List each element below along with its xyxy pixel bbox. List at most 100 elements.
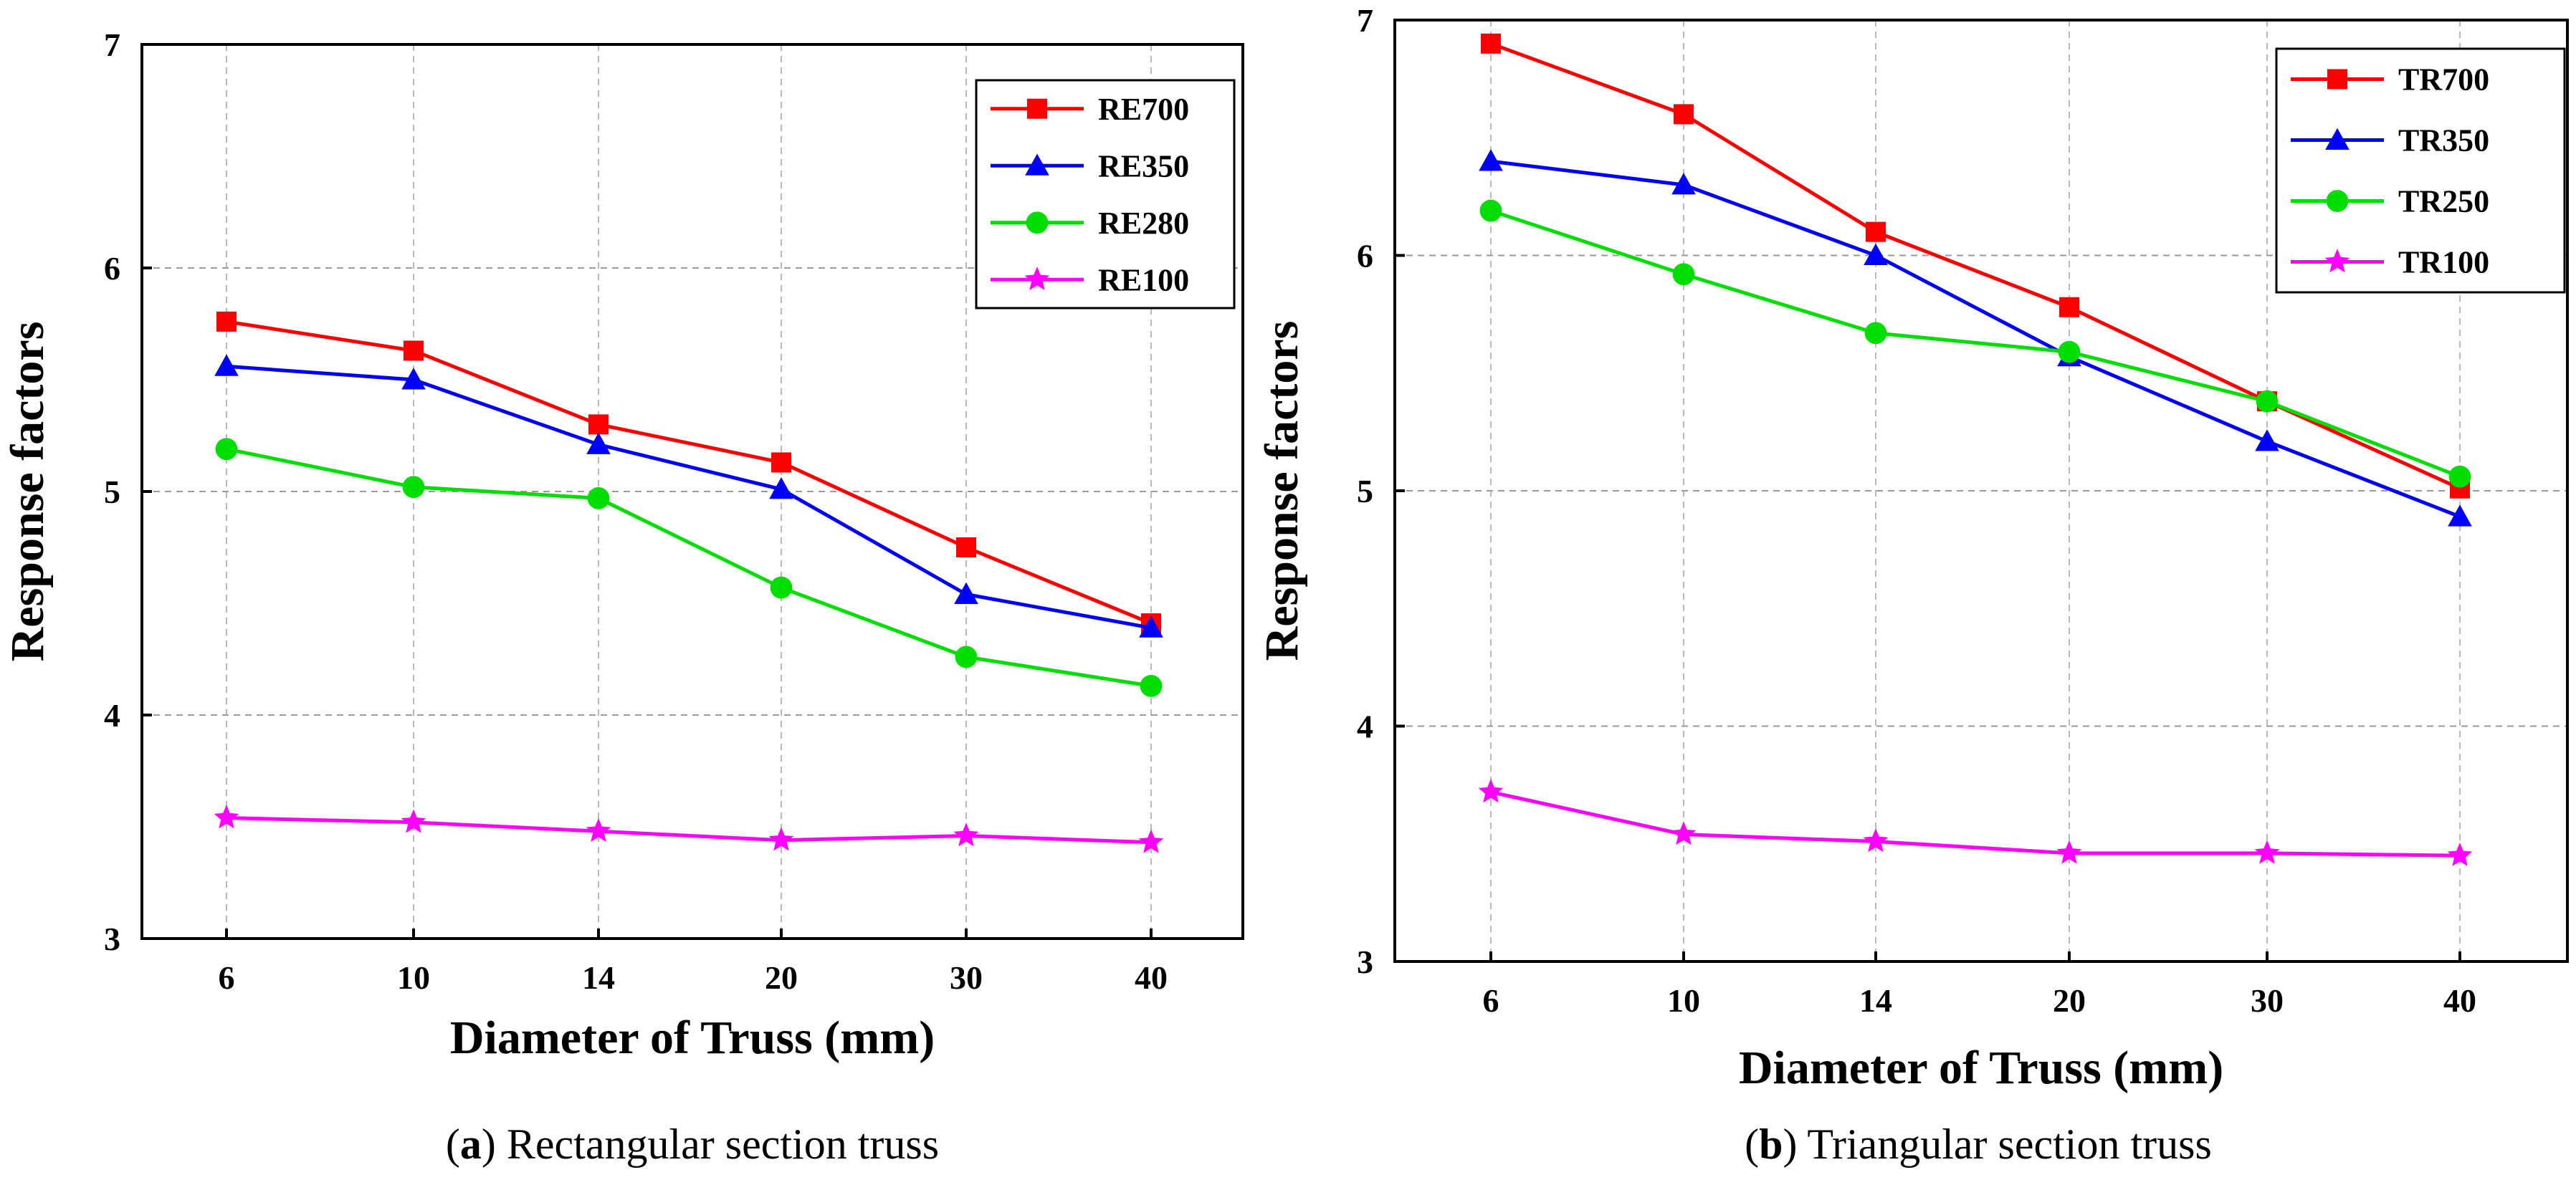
data-point [215, 438, 238, 461]
data-point [2254, 840, 2280, 864]
caption-paren-open: ( [446, 1121, 460, 1168]
gridlines [1395, 20, 2567, 961]
data-point [768, 827, 794, 851]
data-point [954, 582, 978, 604]
legend-marker [1026, 211, 1049, 234]
data-point [2255, 429, 2279, 451]
y-tick-label: 4 [104, 697, 120, 734]
figure-caption: (b) Triangular section truss [1745, 1121, 2212, 1168]
data-point [2058, 340, 2081, 363]
data-point [771, 452, 791, 473]
legend-marker [2325, 128, 2350, 150]
series-re700 [216, 311, 1161, 634]
series-line [1490, 790, 2461, 858]
series-re350 [214, 354, 1163, 638]
caption-letter: a [460, 1121, 482, 1168]
data-point [401, 809, 426, 833]
x-tick-label: 10 [397, 959, 430, 996]
x-tick-label: 40 [2443, 982, 2476, 1019]
data-point [401, 368, 426, 390]
x-tick-label: 20 [765, 959, 798, 996]
series-line [226, 816, 1152, 845]
data-point [1864, 243, 1888, 265]
data-point [2056, 840, 2082, 864]
series-line [226, 364, 1152, 630]
legend-marker [1025, 153, 1049, 176]
data-point [955, 646, 978, 668]
chart-b: 3 4 5 6 7 6 10 14 20 30 40 Diameter of Truss (mm) Re… [1256, 2, 2569, 1168]
data-point [1674, 104, 1694, 125]
legend-box [2275, 47, 2566, 294]
legend-label: TR250 [2398, 184, 2489, 219]
figure-caption: (a) Rectangular section truss [446, 1121, 939, 1168]
legend: RE700 RE350 RE280 RE100 [975, 79, 1236, 310]
data-point [1863, 828, 1889, 853]
data-point [956, 537, 976, 557]
data-point [586, 432, 611, 454]
series-line [226, 447, 1152, 688]
caption-letter: b [1759, 1121, 1783, 1168]
legend-label: RE100 [1098, 262, 1189, 297]
data-point [2448, 465, 2471, 488]
series-re280 [215, 438, 1163, 697]
series-line [1490, 159, 2461, 519]
legend-label: RE700 [1098, 92, 1189, 127]
y-tick-label: 4 [1357, 709, 1373, 745]
legend-label: RE350 [1098, 148, 1189, 183]
series-line [1490, 42, 2461, 490]
x-tick-label: 14 [1859, 982, 1892, 1019]
y-tick-label: 3 [104, 921, 120, 957]
legend-marker [1024, 267, 1050, 290]
data-point [214, 354, 239, 376]
series-line [226, 320, 1152, 625]
data-point [2448, 504, 2472, 527]
legend: TR700 TR350 TR250 TR100 [2275, 47, 2566, 294]
caption-paren-open: ( [1745, 1121, 1759, 1168]
caption-text: Triangular section truss [1798, 1121, 2212, 1168]
x-axis-label: Diameter of Truss (mm) [450, 1012, 935, 1064]
data-point [587, 486, 610, 509]
data-point [402, 476, 425, 499]
data-point [769, 477, 793, 499]
data-point [1478, 779, 1504, 803]
data-point [2256, 390, 2279, 413]
series-tr250 [1479, 199, 2471, 488]
data-point [1671, 173, 1696, 195]
data-point [770, 576, 793, 599]
data-point [1479, 199, 1502, 222]
legend-label: TR350 [2398, 123, 2489, 158]
caption-text: Rectangular section truss [496, 1121, 939, 1168]
legend-marker [1027, 98, 1047, 119]
legend-label: TR100 [2398, 245, 2489, 280]
x-tick-label: 40 [1135, 959, 1168, 996]
x-tick-label: 14 [582, 959, 615, 996]
data-point [2447, 843, 2473, 866]
x-axis-label: Diameter of Truss (mm) [1739, 1042, 2223, 1094]
y-tick-label: 6 [104, 250, 120, 287]
x-tick-label: 10 [1667, 982, 1700, 1019]
y-tick-label: 5 [1357, 473, 1373, 509]
x-tick-label: 6 [219, 959, 235, 996]
data-point [586, 818, 611, 842]
data-point [1481, 33, 1501, 54]
legend-box [975, 79, 1236, 310]
data-point [216, 311, 237, 332]
data-point [1672, 263, 1695, 286]
data-point [1140, 675, 1163, 697]
y-tick-label: 7 [1357, 2, 1373, 39]
y-tick-label: 3 [1357, 944, 1373, 980]
x-tick-label: 6 [1483, 982, 1499, 1019]
data-point [588, 414, 609, 435]
series-line [1490, 208, 2461, 479]
legend-marker [2324, 249, 2350, 273]
caption-paren-close: ) [1783, 1121, 1798, 1168]
y-tick-label: 5 [104, 474, 120, 510]
data-point [1138, 829, 1164, 853]
series-re100 [214, 805, 1164, 853]
x-tick-label: 30 [2251, 982, 2284, 1019]
series-tr100 [1478, 779, 2473, 866]
x-tick-label: 20 [2053, 982, 2086, 1019]
y-axis-label: Response factors [1, 322, 54, 662]
y-tick-label: 7 [104, 27, 120, 63]
